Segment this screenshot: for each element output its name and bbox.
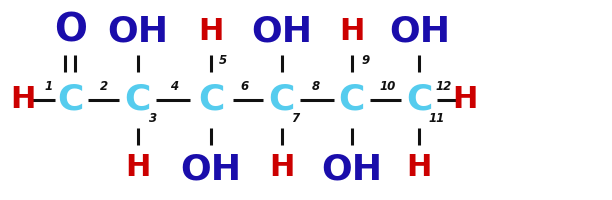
Text: C: C xyxy=(57,83,84,117)
Text: H: H xyxy=(406,152,432,182)
Text: OH: OH xyxy=(252,14,313,48)
Text: 12: 12 xyxy=(436,80,452,92)
Text: 1: 1 xyxy=(44,80,52,92)
Text: C: C xyxy=(406,83,433,117)
Text: H: H xyxy=(339,17,365,46)
Text: 10: 10 xyxy=(379,80,396,92)
Text: OH: OH xyxy=(108,14,169,48)
Text: 4: 4 xyxy=(170,80,177,92)
Text: O: O xyxy=(54,12,87,50)
Text: H: H xyxy=(198,17,224,46)
Text: H: H xyxy=(269,152,294,182)
Text: H: H xyxy=(125,152,151,182)
Text: 9: 9 xyxy=(361,53,369,66)
Text: 3: 3 xyxy=(149,112,157,126)
Text: OH: OH xyxy=(321,152,382,186)
Text: 11: 11 xyxy=(428,112,445,126)
Text: C: C xyxy=(268,83,295,117)
Text: 2: 2 xyxy=(100,80,108,92)
Text: C: C xyxy=(198,83,225,117)
Text: 6: 6 xyxy=(241,80,248,92)
Text: C: C xyxy=(338,83,365,117)
Text: C: C xyxy=(124,83,151,117)
Text: 8: 8 xyxy=(312,80,319,92)
Text: 7: 7 xyxy=(291,112,299,126)
Text: OH: OH xyxy=(181,152,242,186)
Text: 5: 5 xyxy=(219,53,227,66)
Text: H: H xyxy=(10,86,36,114)
Text: OH: OH xyxy=(389,14,450,48)
Text: H: H xyxy=(452,86,478,114)
